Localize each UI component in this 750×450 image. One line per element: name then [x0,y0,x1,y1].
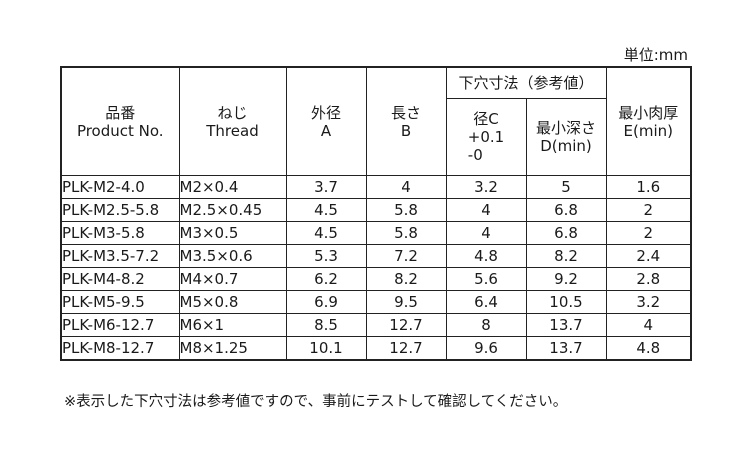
table-row: PLK-M2.5-5.8 M2.5×0.45 4.5 5.8 4 6.8 2 [60,198,692,222]
header-thread-jp: ねじ [217,103,248,122]
cell-thread: M3×0.5 [178,221,287,245]
table-row: PLK-M8-12.7 M8×1.25 10.1 12.7 9.6 13.7 4.8 [60,336,692,361]
cell-product: PLK-M5-9.5 [60,290,180,314]
cell-outer-diameter: 4.5 [285,198,367,222]
cell-length: 12.7 [365,336,447,361]
cell-product: PLK-M3-5.8 [60,221,180,245]
table-row: PLK-M3-5.8 M3×0.5 4.5 5.8 4 6.8 2 [60,221,692,245]
cell-length: 4 [365,175,447,199]
cell-outer-diameter: 10.1 [285,336,367,361]
header-wall-en: E(min) [623,121,673,140]
table-body: PLK-M2-4.0 M2×0.4 3.7 4 3.2 5 1.6 PLK-M2.5-5.8 M… [60,175,692,361]
cell-wall-thickness: 3.2 [605,290,692,314]
cell-wall-thickness: 4 [605,313,692,337]
header-hole-group: 下穴寸法（参考値） [445,66,607,99]
cell-hole-diameter: 9.6 [445,336,527,361]
cell-thread: M4×0.7 [178,267,287,291]
cell-hole-diameter: 3.2 [445,175,527,199]
header-thread: ねじ Thread [178,66,287,176]
header-hole-dia-jp: 径C [473,110,499,128]
cell-outer-diameter: 6.9 [285,290,367,314]
header-hole-depth-en: D(min) [540,137,592,155]
cell-hole-diameter: 4.8 [445,244,527,268]
cell-product: PLK-M3.5-7.2 [60,244,180,268]
header-hole-dia-tol-plus: +0.1 [467,128,505,146]
cell-wall-thickness: 2.4 [605,244,692,268]
cell-thread: M2×0.4 [178,175,287,199]
header-product-jp: 品番 [105,103,136,122]
cell-hole-depth: 13.7 [525,336,607,361]
cell-wall-thickness: 2 [605,198,692,222]
cell-hole-depth: 8.2 [525,244,607,268]
cell-outer-diameter: 8.5 [285,313,367,337]
header-product-en: Product No. [76,121,164,140]
cell-outer-diameter: 4.5 [285,221,367,245]
unit-label: 単位:mm [623,46,688,64]
cell-length: 12.7 [365,313,447,337]
cell-length: 7.2 [365,244,447,268]
cell-length: 9.5 [365,290,447,314]
header-length: 長さ B [365,66,447,176]
cell-hole-depth: 6.8 [525,198,607,222]
cell-outer-diameter: 6.2 [285,267,367,291]
table-row: PLK-M5-9.5 M5×0.8 6.9 9.5 6.4 10.5 3.2 [60,290,692,314]
spec-table: 品番 Product No. ねじ Thread 外径 A 長さ B 下穴寸法（… [60,66,693,361]
header-hole-diameter: 径C +0.1 -0 [445,98,527,176]
cell-hole-diameter: 4 [445,221,527,245]
cell-product: PLK-M2-4.0 [60,175,180,199]
header-wall-jp: 最小肉厚 [618,103,679,122]
cell-wall-thickness: 4.8 [605,336,692,361]
cell-thread: M3.5×0.6 [178,244,287,268]
cell-product: PLK-M8-12.7 [60,336,180,361]
header-wall-thickness: 最小肉厚 E(min) [605,66,692,176]
header-outer-diameter: 外径 A [285,66,367,176]
header-hole-depth-jp: 最小深さ [536,119,597,137]
cell-hole-depth: 5 [525,175,607,199]
header-hole-depth: 最小深さ D(min) [525,98,607,176]
header-outer-jp: 外径 [310,103,341,122]
cell-length: 5.8 [365,221,447,245]
cell-wall-thickness: 2.8 [605,267,692,291]
cell-outer-diameter: 3.7 [285,175,367,199]
cell-hole-depth: 10.5 [525,290,607,314]
cell-length: 8.2 [365,267,447,291]
header-product: 品番 Product No. [60,66,180,176]
table-header: 品番 Product No. ねじ Thread 外径 A 長さ B 下穴寸法（… [60,66,692,176]
header-thread-en: Thread [206,121,259,140]
cell-thread: M5×0.8 [178,290,287,314]
cell-hole-diameter: 4 [445,198,527,222]
cell-thread: M2.5×0.45 [178,198,287,222]
cell-thread: M6×1 [178,313,287,337]
table-row: PLK-M2-4.0 M2×0.4 3.7 4 3.2 5 1.6 [60,175,692,199]
cell-hole-depth: 9.2 [525,267,607,291]
cell-product: PLK-M2.5-5.8 [60,198,180,222]
cell-product: PLK-M6-12.7 [60,313,180,337]
cell-thread: M8×1.25 [178,336,287,361]
cell-outer-diameter: 5.3 [285,244,367,268]
header-outer-en: A [320,121,332,140]
header-length-en: B [400,121,412,140]
cell-hole-diameter: 5.6 [445,267,527,291]
header-hole-dia-tol-minus: -0 [467,146,483,164]
table-row: PLK-M4-8.2 M4×0.7 6.2 8.2 5.6 9.2 2.8 [60,267,692,291]
cell-hole-depth: 6.8 [525,221,607,245]
footnote: ※表示した下穴寸法は参考値ですので、事前にテストして確認してください。 [64,394,568,410]
table-row: PLK-M3.5-7.2 M3.5×0.6 5.3 7.2 4.8 8.2 2.4 [60,244,692,268]
cell-hole-diameter: 8 [445,313,527,337]
cell-hole-diameter: 6.4 [445,290,527,314]
cell-product: PLK-M4-8.2 [60,267,180,291]
cell-length: 5.8 [365,198,447,222]
cell-wall-thickness: 1.6 [605,175,692,199]
cell-wall-thickness: 2 [605,221,692,245]
cell-hole-depth: 13.7 [525,313,607,337]
table-row: PLK-M6-12.7 M6×1 8.5 12.7 8 13.7 4 [60,313,692,337]
header-length-jp: 長さ [390,103,421,122]
